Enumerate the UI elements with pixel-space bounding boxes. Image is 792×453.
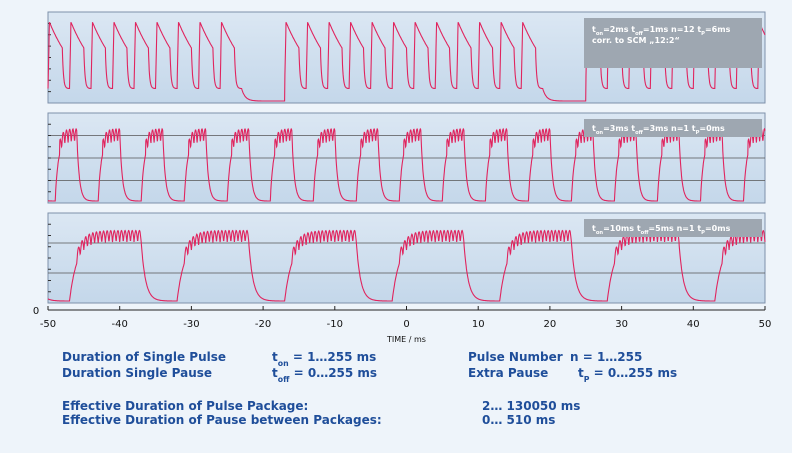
subscript: off — [635, 130, 644, 136]
annotation-box — [584, 18, 762, 68]
note-text: Extra Pause — [468, 366, 548, 380]
note-text: toff = 0…255 ms — [272, 366, 377, 384]
note-text: Duration Single Pause — [62, 366, 212, 380]
x-tick-label: 50 — [759, 319, 772, 330]
subscript: P — [584, 375, 590, 384]
x-tick-label: 0 — [403, 319, 409, 330]
x-tick-label: -50 — [40, 319, 56, 330]
text-part: =10ms t — [603, 224, 641, 233]
subscript: on — [596, 230, 604, 236]
text-part: Duration of Single Pulse — [62, 350, 226, 364]
note-text: Duration of Single Pulse — [62, 350, 226, 364]
text-part: =1ms n=12 t — [643, 25, 701, 34]
text-part: t — [592, 25, 596, 34]
text-part: Duration Single Pause — [62, 366, 212, 380]
waveform — [48, 127, 766, 202]
note-text: ton = 1…255 ms — [272, 350, 376, 368]
text-part: =0ms — [699, 124, 725, 133]
text-part: t — [592, 224, 596, 233]
text-part: =5ms n=1 t — [648, 224, 701, 233]
text-part: t — [272, 366, 278, 380]
subscript: off — [641, 230, 650, 236]
text-part: t — [272, 350, 278, 364]
subscript: on — [596, 31, 604, 37]
note-text: Pulse Number — [468, 350, 563, 364]
y-zero-label: 0 — [33, 306, 39, 317]
text-part: =3ms n=1 t — [643, 124, 696, 133]
text-part: n = 1…255 — [570, 350, 642, 364]
note-text: Effective Duration of Pause between Pack… — [62, 413, 382, 427]
subscript: on — [278, 359, 289, 368]
text-part: = 0…255 ms — [289, 366, 377, 380]
annotation: ton=2ms toff=1ms n=12 tP=6ms — [592, 25, 731, 37]
text-part: = 0…255 ms — [589, 366, 677, 380]
x-tick-label: 30 — [615, 319, 628, 330]
text-part: =6ms — [705, 25, 731, 34]
text-part: t — [592, 124, 596, 133]
subscript: off — [635, 31, 644, 37]
note-text: tP = 0…255 ms — [578, 366, 677, 384]
annotation: ton=10ms toff=5ms n=1 tP=0ms — [592, 224, 731, 236]
subscript: P — [701, 31, 705, 37]
annotation: ton=3ms toff=3ms n=1 tP=0ms — [592, 124, 725, 136]
x-tick-label: -10 — [327, 319, 343, 330]
subscript: off — [278, 375, 290, 384]
waveform — [47, 21, 766, 102]
x-axis-label: TIME / ms — [386, 335, 426, 344]
text-part: Effective Duration of Pulse Package: — [62, 399, 308, 413]
text-part: Pulse Number — [468, 350, 563, 364]
note-text: 2… 130050 ms — [482, 399, 580, 413]
text-part: =0ms — [705, 224, 731, 233]
text-part: 2… 130050 ms — [482, 399, 580, 413]
note-text: 0… 510 ms — [482, 413, 555, 427]
x-tick-label: 40 — [687, 319, 700, 330]
annotation: corr. to SCM „12:2“ — [592, 36, 680, 45]
note-text: Effective Duration of Pulse Package: — [62, 399, 308, 413]
annotation-box — [584, 119, 762, 137]
x-tick-label: 20 — [544, 319, 557, 330]
text-part: Effective Duration of Pause between Pack… — [62, 413, 382, 427]
text-part: t — [578, 366, 584, 380]
annotation-box — [584, 219, 762, 237]
text-part: =2ms t — [603, 25, 635, 34]
x-tick-label: -30 — [183, 319, 199, 330]
x-tick-label: -20 — [255, 319, 271, 330]
text-part: =3ms t — [603, 124, 635, 133]
text-part: corr. to SCM „12:2“ — [592, 36, 680, 45]
text-part: = 1…255 ms — [289, 350, 377, 364]
x-tick-label: 10 — [472, 319, 485, 330]
subscript: on — [596, 130, 604, 136]
text-part: 0… 510 ms — [482, 413, 555, 427]
x-tick-label: -40 — [112, 319, 128, 330]
note-text: n = 1…255 — [570, 350, 642, 364]
subscript: P — [696, 130, 700, 136]
text-part: Extra Pause — [468, 366, 548, 380]
subscript: P — [701, 230, 705, 236]
